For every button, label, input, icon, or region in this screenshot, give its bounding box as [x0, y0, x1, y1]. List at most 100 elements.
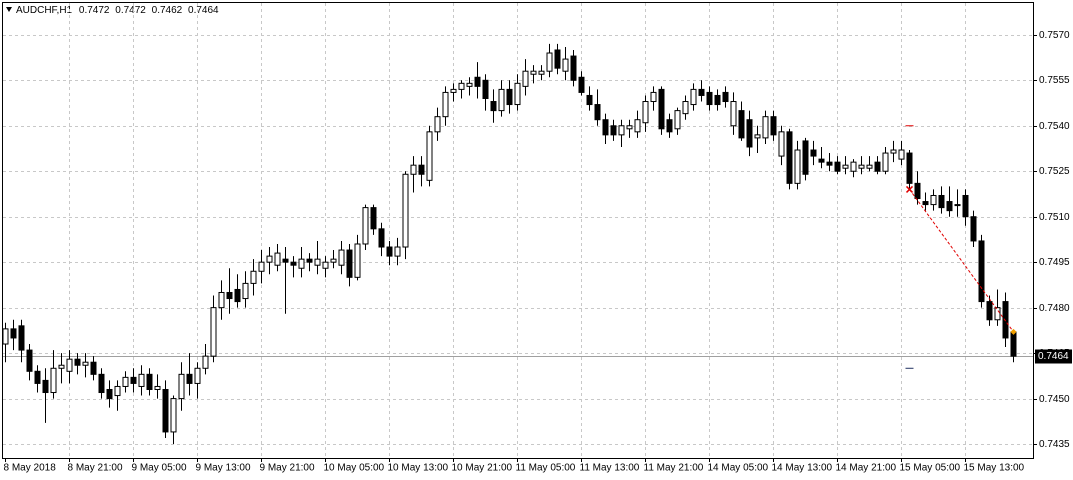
candle-body [706, 91, 713, 106]
candle-body [874, 161, 881, 172]
trade-line [909, 189, 1014, 333]
price-tag [1035, 349, 1072, 364]
candle-body [162, 388, 169, 433]
candle-body [346, 249, 353, 278]
candle-body [882, 152, 889, 172]
candle-body [2, 328, 9, 345]
candle-body [146, 373, 153, 390]
candle-body [778, 131, 785, 157]
candle-body [82, 361, 89, 366]
candle-body [106, 388, 113, 400]
candle-body [466, 82, 473, 87]
candle-body [730, 101, 737, 127]
candle-body [602, 119, 609, 136]
candle-body [930, 194, 937, 206]
candle-body [50, 367, 57, 394]
candle-body [122, 376, 129, 387]
candle-body [202, 355, 209, 369]
price-tag-label: 0.7464 [1038, 351, 1069, 362]
x-tick-label: 15 May 13:00 [964, 463, 1025, 474]
candle-body [650, 91, 657, 103]
candle-body [506, 88, 513, 106]
candle-body [626, 125, 633, 130]
candle-body [986, 301, 993, 321]
candle-body [58, 364, 65, 369]
candle-body [10, 328, 17, 339]
candle-body [562, 58, 569, 72]
candle-body [410, 164, 417, 175]
candle-body [906, 152, 913, 184]
candle-body [114, 385, 121, 397]
candle-body [698, 88, 705, 96]
candle-body [482, 79, 489, 99]
trade-exit [1010, 328, 1017, 335]
candle-body [642, 101, 649, 124]
candle-body [130, 376, 137, 384]
candle-body [818, 158, 825, 163]
x-tick-label: 14 May 13:00 [772, 463, 833, 474]
symbol: AUDCHF,H1 [16, 5, 73, 16]
candle-body [186, 373, 193, 384]
candle-body [90, 361, 97, 375]
candle-body [170, 398, 177, 433]
candle-body [866, 164, 873, 169]
y-tick-label: 0.7450 [1039, 394, 1070, 405]
candle-body [786, 131, 793, 184]
candle-body [546, 52, 553, 72]
menu-arrow [6, 7, 12, 12]
x-tick-label: 14 May 05:00 [708, 463, 769, 474]
candle-body [802, 140, 809, 175]
candle-body [306, 258, 313, 263]
chart-header: AUDCHF,H1 0.7472 0.7472 0.7462 0.7464 [16, 5, 219, 16]
candle-body [826, 161, 833, 166]
candle-body [338, 249, 345, 266]
candle-body [1010, 331, 1017, 357]
x-tick-label: 10 May 05:00 [324, 463, 385, 474]
candle-body [258, 261, 265, 272]
candle-body [266, 255, 273, 263]
candle-body [666, 119, 673, 133]
candle-body [722, 91, 729, 103]
candle-body [858, 164, 865, 169]
candle-body [354, 243, 361, 278]
candle-body [178, 373, 185, 400]
candle-body [842, 164, 849, 169]
candle-body [530, 70, 537, 75]
x-tick-label: 14 May 21:00 [836, 463, 897, 474]
candle-body [570, 55, 577, 81]
x-tick-label: 11 May 13:00 [580, 463, 640, 474]
candle-body [490, 101, 497, 112]
candle-body [578, 76, 585, 93]
candle-body [962, 194, 969, 218]
candle-body [210, 307, 217, 357]
candle-body [290, 261, 297, 266]
candle-body [658, 88, 665, 130]
candle-body [994, 307, 1001, 321]
candle-body [810, 149, 817, 157]
candle-body [946, 201, 953, 212]
candle-body [714, 94, 721, 106]
candle-body [978, 240, 985, 303]
candle-body [242, 282, 249, 300]
x-tick-label: 9 May 05:00 [132, 463, 187, 474]
candle-body [618, 125, 625, 136]
candle-body [370, 207, 377, 230]
candle-body [234, 288, 241, 303]
candle-body [98, 373, 105, 394]
x-tick-label: 9 May 21:00 [260, 463, 315, 474]
x-tick-label: 9 May 13:00 [196, 463, 251, 474]
candle-body [394, 246, 401, 257]
y-tick-label: 0.7555 [1039, 75, 1070, 86]
candle-body [434, 116, 441, 133]
candle-body [386, 246, 393, 257]
candle-body [834, 161, 841, 172]
candle-body [794, 149, 801, 184]
candle-body [442, 91, 449, 118]
header-low: 0.7462 [152, 5, 183, 16]
candle-body [298, 258, 305, 269]
candle-body [42, 379, 49, 394]
candle-body [754, 134, 761, 139]
candle-body [138, 373, 145, 387]
